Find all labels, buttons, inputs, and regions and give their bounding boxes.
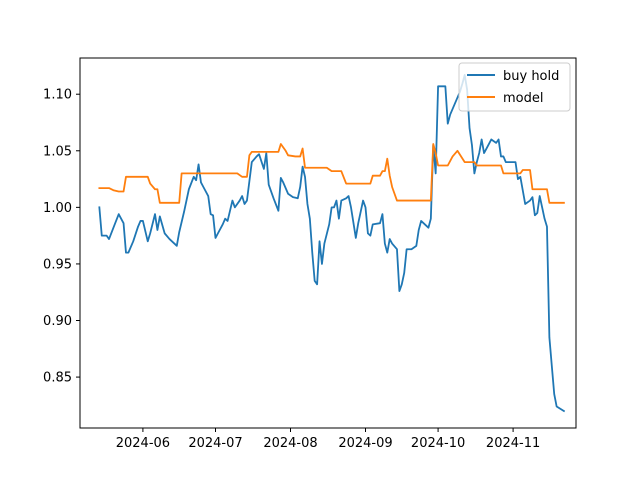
y-axis: 0.85 0.90 0.95 1.00 1.05 1.10 [43,88,80,386]
y-tick-label: 1.05 [43,144,72,159]
series-layer [98,74,566,413]
plot-frame [79,57,577,429]
legend: buy hold model [458,62,571,112]
series-line-buy-hold [98,74,566,413]
x-axis: 2024-06 2024-07 2024-08 2024-09 2024-10 2024-… [116,428,540,451]
y-tick-label: 0.85 [43,371,72,386]
legend-label-model: model [503,91,543,106]
legend-label-buy-hold: buy hold [503,69,559,84]
y-tick-label: 0.95 [43,257,72,272]
y-tick-label: 1.10 [43,88,72,103]
x-tick-label: 2024-07 [188,436,242,451]
y-tick-label: 1.00 [43,201,72,216]
series-line-model [98,143,565,204]
y-tick-label: 0.90 [43,314,72,329]
x-tick-label: 2024-06 [116,436,170,451]
x-tick-label: 2024-10 [411,436,465,451]
x-tick-label: 2024-08 [263,436,317,451]
x-tick-label: 2024-09 [338,436,392,451]
x-tick-label: 2024-11 [486,436,540,451]
